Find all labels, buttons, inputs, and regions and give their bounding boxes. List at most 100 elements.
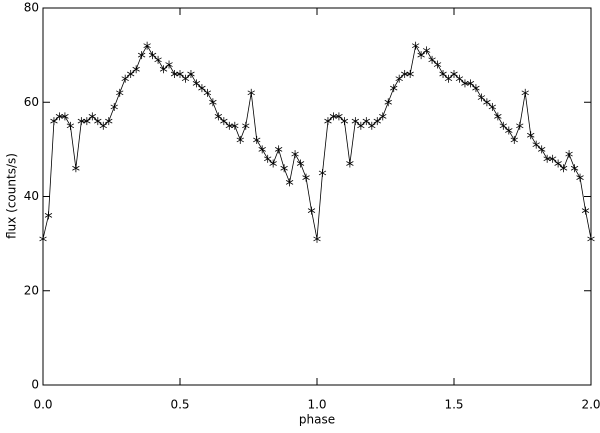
asterisk-stroke [127, 71, 135, 77]
data-point [247, 88, 255, 97]
data-point [302, 173, 310, 182]
asterisk-stroke [390, 85, 398, 91]
data-point [439, 69, 447, 78]
plot-frame [42, 7, 592, 386]
asterisk-stroke [247, 90, 255, 96]
asterisk-stroke [143, 43, 151, 49]
asterisk-stroke [521, 90, 529, 96]
data-point [532, 140, 540, 149]
asterisk-stroke [401, 71, 409, 77]
data-point [548, 154, 557, 163]
asterisk-stroke [565, 151, 573, 157]
data-point [198, 84, 206, 93]
data-point [39, 234, 47, 243]
asterisk-stroke [165, 62, 173, 67]
data-point [444, 74, 453, 83]
data-point [307, 206, 316, 215]
asterisk-stroke [170, 71, 179, 77]
asterisk-stroke [362, 118, 370, 124]
data-point [494, 112, 502, 121]
asterisk-stroke [395, 76, 403, 82]
data-point [55, 112, 64, 121]
data-point [209, 98, 217, 107]
data-point [357, 121, 365, 130]
asterisk-stroke [570, 165, 579, 171]
asterisk-stroke [477, 95, 486, 100]
data-point [472, 84, 480, 93]
y-axis-label: flux (counts/s) [5, 153, 19, 239]
asterisk-stroke [472, 85, 480, 91]
asterisk-stroke [137, 52, 146, 58]
data-point [373, 117, 381, 126]
asterisk-stroke [94, 118, 102, 124]
asterisk-stroke [154, 57, 162, 63]
data-point [329, 112, 338, 121]
data-point [127, 69, 135, 78]
data-point [154, 55, 162, 64]
asterisk-stroke [313, 236, 321, 242]
asterisk-stroke [411, 43, 420, 49]
asterisk-stroke [428, 57, 436, 63]
x-axis-label: phase [299, 413, 335, 427]
asterisk-stroke [417, 52, 425, 58]
asterisk-stroke [88, 114, 96, 119]
asterisk-stroke [44, 213, 53, 218]
data-point [362, 117, 370, 126]
asterisk-stroke [587, 236, 595, 242]
asterisk-stroke [543, 156, 551, 162]
asterisk-stroke [357, 123, 365, 129]
data-point [143, 41, 151, 50]
asterisk-stroke [242, 123, 250, 129]
asterisk-stroke [176, 71, 184, 77]
data-point [291, 150, 299, 159]
data-point [280, 164, 288, 173]
y-tick-label: 80 [24, 1, 39, 15]
asterisk-stroke [439, 71, 447, 77]
data-point [220, 117, 228, 126]
data-point [395, 74, 403, 83]
asterisk-stroke [110, 104, 118, 110]
y-tick-label: 40 [24, 189, 39, 203]
data-point [565, 150, 573, 159]
asterisk-stroke [505, 128, 513, 133]
x-tick-label: 2.0 [581, 398, 600, 412]
data-point [192, 79, 201, 88]
asterisk-stroke [83, 118, 91, 124]
data-point [483, 98, 491, 107]
asterisk-stroke [121, 76, 129, 82]
data-point [264, 154, 272, 163]
asterisk-stroke [335, 114, 343, 119]
x-tick-label: 1.0 [307, 398, 326, 412]
data-point [72, 164, 80, 173]
asterisk-stroke [285, 180, 294, 185]
asterisk-stroke [236, 137, 244, 143]
y-tick-label: 60 [24, 95, 39, 109]
data-point [401, 69, 409, 78]
asterisk-stroke [148, 52, 157, 58]
data-point [274, 145, 283, 154]
data-point [236, 135, 244, 144]
asterisk-stroke [280, 165, 288, 171]
data-point [99, 121, 107, 130]
data-point [159, 65, 168, 74]
data-line [42, 44, 592, 240]
x-tick-label: 0.0 [33, 398, 52, 412]
data-point [203, 88, 212, 97]
asterisk-stroke [379, 114, 387, 119]
asterisk-stroke [581, 208, 590, 213]
x-tick-label: 0.5 [170, 398, 189, 412]
asterisk-stroke [548, 156, 557, 162]
data-point [538, 145, 546, 154]
asterisk-stroke [291, 151, 299, 157]
asterisk-stroke [66, 123, 75, 129]
data-point [121, 74, 129, 83]
data-point [105, 117, 113, 126]
asterisk-stroke [329, 114, 338, 119]
data-point [296, 159, 305, 168]
data-point [461, 79, 469, 88]
data-point [559, 164, 568, 173]
asterisk-stroke [132, 66, 140, 72]
data-point [368, 121, 376, 130]
asterisk-stroke [39, 236, 47, 242]
